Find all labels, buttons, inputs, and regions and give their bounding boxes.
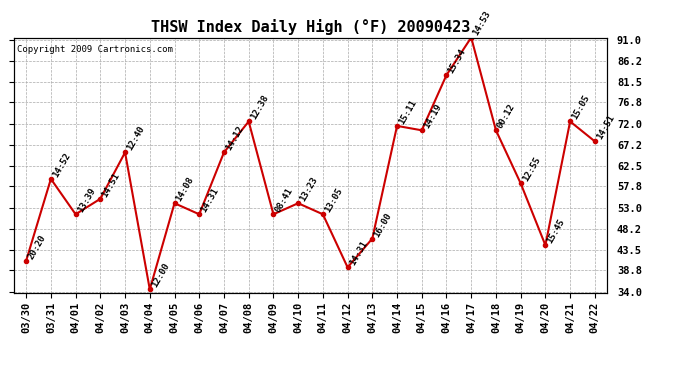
Text: 13:23: 13:23: [298, 176, 319, 203]
Text: 14:31: 14:31: [199, 186, 221, 214]
Text: 14:19: 14:19: [422, 102, 443, 130]
Text: 14:08: 14:08: [175, 176, 196, 203]
Text: 14:31: 14:31: [348, 240, 369, 267]
Text: 14:51: 14:51: [595, 114, 616, 141]
Text: 00:12: 00:12: [496, 102, 518, 130]
Text: 14:51: 14:51: [100, 171, 121, 199]
Title: THSW Index Daily High (°F) 20090423: THSW Index Daily High (°F) 20090423: [151, 19, 470, 35]
Text: 12:55: 12:55: [521, 156, 542, 183]
Text: 13:39: 13:39: [76, 186, 97, 214]
Text: 14:52: 14:52: [51, 151, 72, 179]
Text: 16:00: 16:00: [373, 211, 393, 238]
Text: 12:40: 12:40: [125, 124, 146, 152]
Text: 12:00: 12:00: [150, 262, 171, 290]
Text: 13:05: 13:05: [323, 186, 344, 214]
Text: 08:41: 08:41: [273, 186, 295, 214]
Text: 14:53: 14:53: [471, 10, 493, 38]
Text: 15:45: 15:45: [545, 217, 566, 245]
Text: 14:12: 14:12: [224, 124, 245, 152]
Text: 15:05: 15:05: [570, 94, 591, 122]
Text: 20:20: 20:20: [26, 233, 48, 261]
Text: Copyright 2009 Cartronics.com: Copyright 2009 Cartronics.com: [17, 45, 172, 54]
Text: 12:38: 12:38: [248, 94, 270, 122]
Text: 15:34: 15:34: [446, 47, 468, 75]
Text: 15:11: 15:11: [397, 98, 418, 126]
